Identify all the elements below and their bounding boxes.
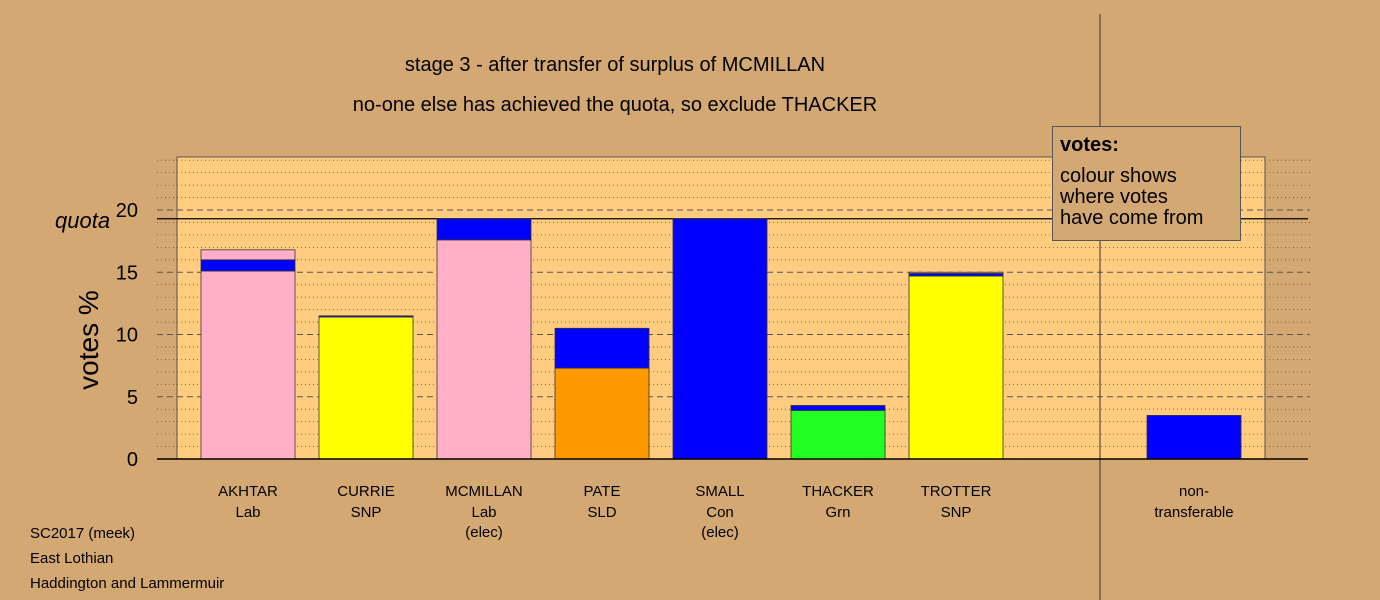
candidate-party: SNP [941,504,972,521]
candidate-name: AKHTAR [218,483,278,500]
chart-subtitle: no-one else has achieved the quota, so e… [352,94,878,116]
bar-akhtar-segment-lab [200,249,296,261]
legend-text: colour shows where votes have come from [1060,165,1204,229]
candidate-status: (elec) [465,524,503,541]
y-tick-label: 15 [116,262,138,284]
nontransferable-label: non- [1179,483,1209,500]
y-tick-label: 20 [116,200,138,222]
bar-pate-segment-sld [554,367,650,460]
footer-election: SC2017 (meek) [30,525,136,542]
candidate-party: Lab [235,504,260,521]
quota-label: quota [55,208,110,233]
candidate-name: TROTTER [921,483,992,500]
candidate-status: (elec) [701,524,739,541]
legend-box: votes: colour shows where votes have com… [1052,126,1241,241]
candidate-name: PATE [584,483,621,500]
bar-thacker-segment-grn [790,410,886,460]
y-tick-label: 0 [127,449,138,471]
bar-currie-segment-con [318,315,414,318]
candidate-party: Lab [471,504,496,521]
bar-pate-segment-con [554,327,650,369]
bar-currie-segment-snp [318,316,414,460]
bar-thacker-segment-con [790,405,886,411]
footer-council: East Lothian [30,550,114,567]
candidate-party: Grn [825,504,850,521]
bar-trotter-segment-lab [908,271,1004,274]
legend-heading: votes: [1060,134,1119,156]
bar-mcmillan-segment-con [436,218,532,241]
y-tick-label: 5 [127,387,138,409]
bar-nontransferable-segment-con [1146,415,1242,460]
bar-mcmillan-segment-lab [436,239,532,460]
candidate-name: THACKER [802,483,874,500]
nontransferable-label: transferable [1154,504,1233,521]
candidate-party: SLD [587,504,616,521]
bar-akhtar-segment-con [200,259,296,272]
candidate-name: CURRIE [337,483,395,500]
bar-trotter-segment-snp [908,275,1004,460]
candidate-name: MCMILLAN [445,483,523,500]
candidate-name: SMALL [695,483,744,500]
bar-small-segment-con [672,218,768,460]
bar-akhtar-segment-lab [200,270,296,460]
footer-ward: Haddington and Lammermuir [30,575,225,592]
candidate-party: Con [706,504,734,521]
chart-title: stage 3 - after transfer of surplus of M… [404,54,826,76]
y-axis-label: votes % [73,290,104,390]
candidate-party: SNP [351,504,382,521]
y-tick-label: 10 [116,325,138,347]
